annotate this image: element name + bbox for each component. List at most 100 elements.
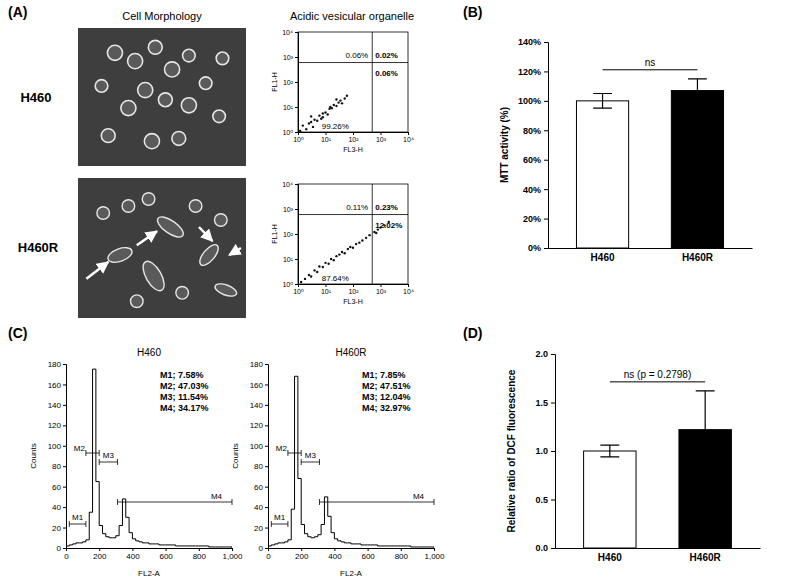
histogram-bin <box>391 545 394 546</box>
point <box>335 255 337 257</box>
bar <box>671 91 723 248</box>
point <box>346 95 348 97</box>
tick-label: 80% <box>523 126 541 136</box>
y-axis-title: Counts <box>231 443 240 468</box>
histogram-bin <box>182 545 185 546</box>
tick-mark <box>295 82 298 83</box>
y-axis-title: FL1-H <box>271 224 278 243</box>
tick-mark <box>63 364 66 365</box>
tick-label: H460R <box>682 252 714 263</box>
tick-label: 20 <box>52 524 61 533</box>
tick-mark <box>265 507 268 508</box>
histogram-bin <box>209 546 212 547</box>
tick: 0.5 <box>535 495 555 505</box>
tick: 600 <box>361 548 375 561</box>
tick-label: 600 <box>361 552 375 561</box>
tick: 10⁰ <box>282 129 298 136</box>
point <box>322 112 324 114</box>
tick-label: 400 <box>126 552 140 561</box>
tick-label: 10¹ <box>321 288 332 295</box>
bars <box>584 391 732 548</box>
tick-label: 400 <box>328 552 342 561</box>
tick-label: H460R <box>690 552 722 563</box>
gate-percentage: M3; 12.04% <box>362 392 411 402</box>
tick: 140 <box>250 401 268 410</box>
tick-mark <box>265 548 268 549</box>
bar-panel: 0.00.51.01.52.0H460H460Rns (p = 0.2798)R… <box>506 349 761 563</box>
histogram-bin <box>364 544 367 545</box>
histogram-bin <box>321 524 324 534</box>
tick-mark <box>63 528 66 529</box>
arrow <box>137 231 157 245</box>
point <box>329 106 331 108</box>
bar-panel: 0%20%40%60%80%100%120%140%H460H460RnsMTT… <box>499 37 753 263</box>
tick: 100% <box>518 96 548 106</box>
tick-label: 10⁰ <box>293 288 304 295</box>
point <box>375 232 377 234</box>
tick: 20% <box>523 214 548 224</box>
tick-mark <box>295 284 298 285</box>
tick: 400 <box>126 548 140 561</box>
tick-label: 60 <box>254 483 263 492</box>
histogram <box>66 369 232 548</box>
cell <box>215 214 228 227</box>
tick-mark <box>265 405 268 406</box>
axis-line <box>549 248 753 249</box>
tick-label: 120 <box>48 421 62 430</box>
point <box>305 128 307 130</box>
histogram-bin <box>288 540 291 542</box>
histogram-bin <box>162 544 165 545</box>
histogram-bin <box>83 542 86 543</box>
histogram-bin <box>414 546 417 547</box>
histogram-bin <box>116 536 119 538</box>
tick-mark <box>295 234 298 235</box>
histogram-bin <box>431 547 434 548</box>
histogram-bin <box>192 545 195 546</box>
point <box>344 97 346 99</box>
tick-label: 1.0 <box>535 446 548 456</box>
point <box>333 104 335 106</box>
gate-percentage: M2; 47.03% <box>160 381 209 391</box>
histogram-bin <box>381 545 384 546</box>
tick-label: 60% <box>523 155 541 165</box>
histogram-bin <box>186 545 189 546</box>
tick-label: 100 <box>48 442 62 451</box>
histogram-bin <box>314 537 317 538</box>
tick-mark <box>99 548 100 551</box>
tick: 60 <box>52 483 66 492</box>
tick: 10⁴ <box>282 29 298 36</box>
tick-mark <box>326 132 327 135</box>
axis-line <box>295 185 299 285</box>
tick: 1,000 <box>424 548 445 561</box>
point <box>341 102 343 104</box>
points <box>298 184 408 284</box>
histogram-bin <box>401 545 404 546</box>
tick: 20 <box>52 524 66 533</box>
point <box>352 247 354 249</box>
histogram-bin <box>159 544 162 545</box>
histogram-bin <box>109 537 112 538</box>
tick-mark <box>551 451 555 452</box>
column-header: Cell Morphology <box>122 10 202 22</box>
tick: 140% <box>518 37 548 47</box>
gate-percentage: M1; 7.58% <box>160 370 204 380</box>
point <box>316 120 318 122</box>
tick-label: 120% <box>518 67 541 77</box>
histogram-bin <box>421 546 424 547</box>
histogram-bin <box>275 544 278 545</box>
tick-mark <box>544 130 548 131</box>
axis: 02004006008001,000 <box>64 548 243 561</box>
cell <box>158 93 172 107</box>
histogram-bin <box>424 546 427 547</box>
histogram-bin <box>222 546 225 547</box>
tick-mark <box>63 425 66 426</box>
panel-label: (A) <box>8 4 27 20</box>
plot-frame <box>298 32 408 132</box>
tick-mark <box>63 466 66 467</box>
tick-label: 600 <box>159 552 173 561</box>
tick: 10² <box>348 284 359 295</box>
tick-label: 0.5 <box>535 495 548 505</box>
histogram-bin <box>106 534 109 537</box>
tick-label: 100 <box>250 442 264 451</box>
quadrant-gate <box>372 32 373 132</box>
